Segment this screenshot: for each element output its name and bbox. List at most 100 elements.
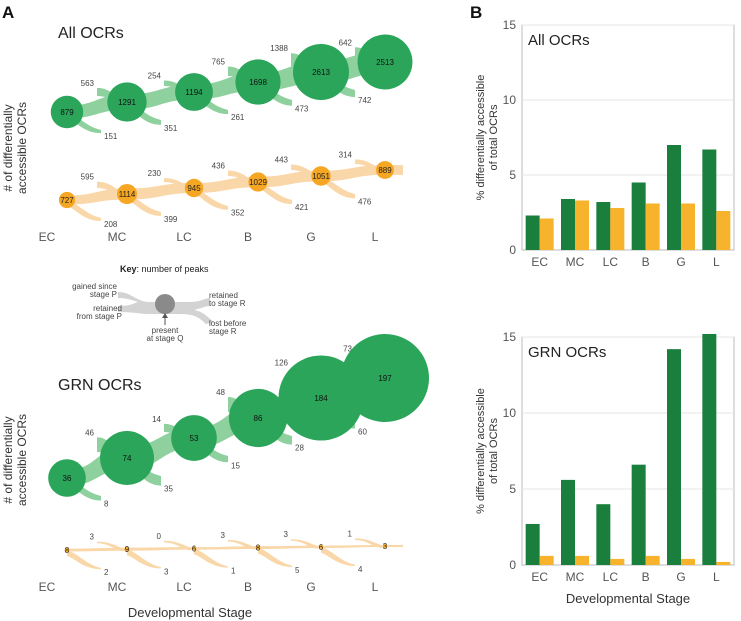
bar-b-s2 (645, 203, 660, 250)
key-present-line1: present (152, 326, 179, 335)
bar-mc-s2 (575, 555, 589, 565)
all-green-present-label: 879 (60, 108, 74, 117)
grn-green-present-circle (228, 388, 288, 448)
stage-label-l: L (372, 230, 379, 244)
grn-green-present-circle (171, 415, 217, 461)
grn-orange-gained-wing (355, 538, 385, 548)
all-green-lost-label: 151 (104, 132, 118, 141)
y-tick-label: 0 (509, 558, 516, 572)
grn-green-lost-label: 28 (295, 444, 304, 453)
y-axis-label-line1: % differentially accessible (475, 75, 487, 201)
grn-orange-layer: 3 0 3 3 1 2 3 1 5 4 8 9 6 8 6 3 (64, 529, 403, 577)
all-green-present-circle (357, 34, 413, 90)
bar-l-s1 (702, 333, 717, 565)
bar-title: GRN OCRs (528, 344, 606, 361)
key-gained-line1: gained since (72, 282, 117, 291)
grn-orange-lost-tail (321, 546, 355, 566)
grn-green-present-label: 86 (254, 414, 263, 423)
all-orange-lost-tail (67, 200, 101, 221)
all-green-lost-label: 473 (295, 105, 309, 114)
all-orange-retained-band (67, 188, 127, 205)
all-green-gained-label: 1388 (270, 44, 288, 53)
plot-frame (521, 336, 735, 566)
grn-orange-retained-band (321, 545, 385, 549)
grn-orange-lost-label: 4 (358, 565, 363, 574)
y-axis-label-line1: % differentially accessible (475, 388, 487, 514)
grn-orange-gained-label: 0 (157, 532, 162, 541)
stage-label-lc: LC (176, 230, 192, 244)
stage-label-ec: EC (39, 580, 56, 594)
all-green-present-label: 1698 (249, 78, 267, 87)
grn-orange-lost-tail (67, 550, 101, 570)
grn-orange-present-circle (318, 544, 324, 549)
grn-green-present-label: 53 (190, 434, 199, 443)
grn-orange-gained-wing (228, 540, 258, 550)
grn-orange-present-circle (383, 544, 387, 548)
flow-title-all: All OCRs (58, 25, 124, 42)
key-retained-from-line2: from stage P (77, 312, 122, 321)
grn-orange-gained-label: 3 (221, 531, 226, 540)
y-tick-label: 10 (503, 93, 517, 107)
grn-orange-present-label: 6 (192, 544, 197, 553)
grn-orange-present-label: 6 (319, 543, 324, 552)
all-orange-lost-label: 352 (231, 209, 245, 218)
bar-ec-s2 (539, 218, 554, 250)
all-orange-gained-label: 443 (275, 155, 289, 164)
grn-orange-retained-band (194, 546, 258, 550)
key-subtitle: : number of peaks (137, 264, 210, 274)
bar-l-s2 (716, 211, 731, 250)
x-tick-label-mc: MC (566, 570, 585, 584)
all-orange-gained-label: 595 (81, 173, 95, 182)
all-green-present-label: 1291 (118, 98, 136, 107)
key-retained-from-line1: retained (93, 304, 122, 313)
x-tick-label-l: L (713, 570, 720, 584)
bar-chart-grn-ocrs: 0 5 10 15 GRN OCRs EC MC LC B G L % differentially … (475, 330, 735, 584)
stage-label-mc: MC (108, 580, 127, 594)
flow-ylabel-grn-line2: accessible OCRs (15, 414, 29, 506)
grn-orange-gained-label: 3 (90, 533, 95, 542)
y-tick-label: 0 (509, 243, 516, 257)
all-orange-lost-label: 421 (295, 203, 309, 212)
all-orange-retained-band (258, 170, 321, 188)
grn-orange-present-circle (124, 546, 130, 552)
panel-label-b: B (470, 3, 482, 22)
grn-orange-present-circle (191, 546, 197, 551)
stage-label-b: B (244, 230, 252, 244)
stage-label-g: G (306, 230, 315, 244)
grn-orange-lost-label: 1 (231, 567, 236, 576)
key-lost-line1: lost before (209, 319, 247, 328)
key-legend: Key: number of peaks gained since stage … (72, 264, 247, 343)
grn-green-present-circle (48, 459, 86, 497)
all-orange-lost-tail (194, 188, 228, 210)
all-orange-gained-label: 230 (148, 169, 162, 178)
grn-orange-retained-band (258, 545, 321, 550)
x-tick-label-b: B (642, 570, 650, 584)
panel-label-a: A (2, 3, 14, 22)
grn-orange-retained-band (67, 547, 127, 552)
bar-lc-s2 (610, 208, 625, 250)
key-retained-to-line2: to stage R (209, 299, 246, 308)
bar-mc-s1 (561, 479, 575, 565)
flow-title-grn: GRN OCRs (58, 377, 142, 394)
all-green-present-circle (175, 73, 213, 111)
grn-orange-tail-band (385, 545, 403, 547)
all-green-lost-label: 261 (231, 113, 245, 122)
bar-b-s1 (631, 464, 646, 565)
flow-xlabel: Developmental Stage (128, 605, 252, 620)
y-axis-label-line2: of total OCRs (488, 104, 500, 171)
x-tick-label-ec: EC (531, 255, 548, 269)
all-green-present-label: 2613 (312, 68, 330, 77)
bar-l-s2 (716, 561, 731, 565)
bar-ec-s1 (525, 523, 540, 565)
stage-axis-all: EC MC LC B G L (39, 230, 379, 244)
stage-label-b: B (244, 580, 252, 594)
all-green-present-circle (50, 95, 84, 129)
x-tick-label-lc: LC (603, 570, 619, 584)
x-tick-label-b: B (642, 255, 650, 269)
grn-green-present-label: 184 (314, 394, 328, 403)
bar-g-s2 (681, 203, 695, 250)
key-retained-to-line1: retained (209, 291, 238, 300)
all-green-gained-label: 765 (212, 57, 226, 66)
x-tick-label-ec: EC (531, 570, 548, 584)
